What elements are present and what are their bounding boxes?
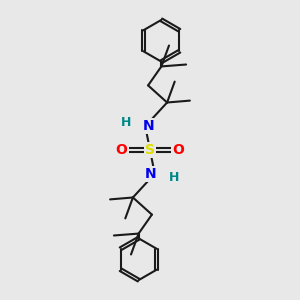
Text: H: H	[169, 171, 179, 184]
Text: N: N	[143, 119, 155, 133]
Text: H: H	[121, 116, 131, 129]
Text: S: S	[145, 143, 155, 157]
Text: O: O	[172, 143, 184, 157]
Text: O: O	[116, 143, 128, 157]
Text: N: N	[145, 167, 157, 181]
